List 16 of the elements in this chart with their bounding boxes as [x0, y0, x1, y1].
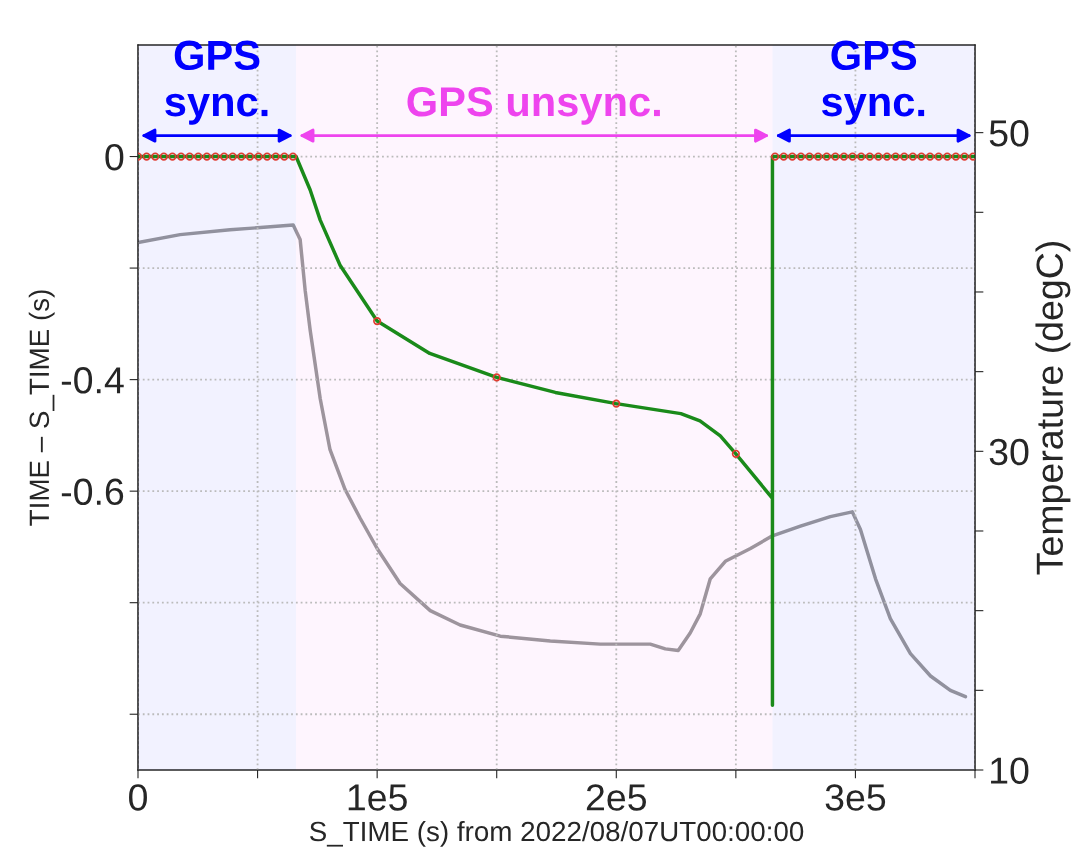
y-axis-title: TIME – S_TIME (s): [28, 290, 55, 526]
x-axis-title: S_TIME (s) from 2022/08/07UT00:00:00: [309, 820, 804, 847]
y2-tick-label: 10: [991, 757, 1029, 784]
band-label: GPS unsync.: [407, 87, 660, 125]
band-label: GPS sync.: [165, 40, 268, 125]
y-tick-label: -0.6: [61, 478, 124, 506]
y2-tick-label: 50: [989, 120, 1029, 147]
y-tick-label: -0.4: [61, 367, 124, 394]
y2-tick-label: 30: [989, 438, 1029, 466]
x-tick-label: 0: [129, 784, 147, 811]
y2-axis-title: Temperature (degC): [1035, 242, 1071, 575]
y-tick-label: 0: [105, 143, 124, 171]
band-label: GPS sync.: [821, 40, 925, 125]
x-tick-label: 1e5: [348, 784, 407, 811]
x-tick-label: 3e5: [825, 784, 886, 811]
x-tick-label: 2e5: [586, 784, 646, 811]
